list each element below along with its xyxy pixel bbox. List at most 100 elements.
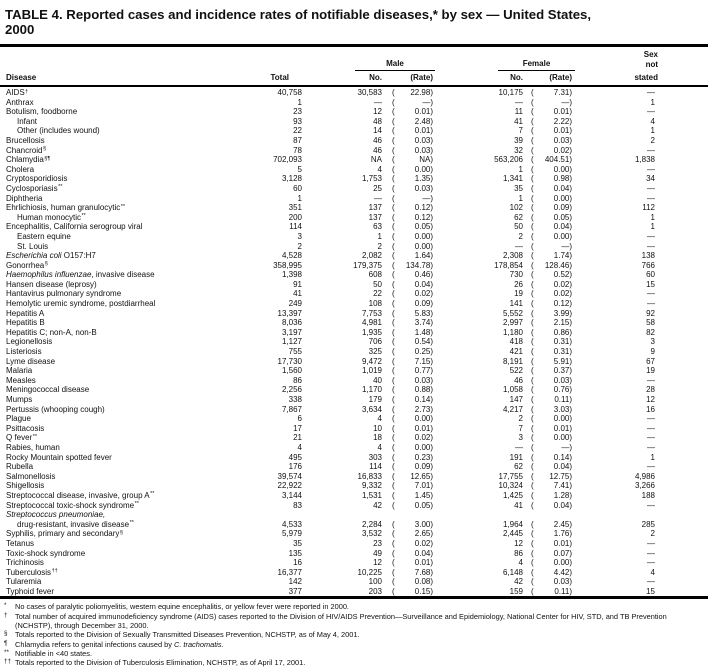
sex-not-stated-cell: 4	[650, 567, 655, 577]
total-cell: 83	[293, 500, 302, 510]
table-row: Legionellosis 1,127 706 (0.54) 418 (0.31) 3	[0, 337, 708, 347]
female-no-cell: 563,206	[494, 155, 523, 165]
footnote-marker: **	[120, 203, 126, 210]
male-rate-cell: (1.48)	[392, 327, 433, 337]
disease-cell: Botulism, foodborne	[6, 107, 78, 117]
male-no-cell: 49	[373, 548, 382, 558]
total-cell: 702,093	[273, 155, 302, 165]
total-cell: 2	[297, 241, 302, 251]
total-cell: 16	[293, 558, 302, 568]
disease-cell: Hansen disease (leprosy)	[6, 279, 97, 289]
sex-not-stated-cell: 766	[641, 260, 655, 270]
sex-not-stated-cell: —	[647, 193, 655, 203]
disease-cell: Lyme disease	[6, 356, 56, 366]
sex-not-stated-cell: 1	[650, 126, 655, 136]
sex-not-stated-cell: 1	[650, 97, 655, 107]
female-no-cell: 1	[518, 164, 523, 174]
female-rate-cell	[523, 510, 572, 520]
female-no-cell: 8,191	[502, 356, 523, 366]
female-rate-cell: (0.98)	[531, 174, 572, 184]
disease-cell: Cryptosporidiosis	[6, 174, 68, 184]
table-row: Measles 86 40 (0.03) 46 (0.03) —	[0, 376, 708, 386]
total-cell: 41	[293, 289, 302, 299]
table-row: Diphtheria 1 — (—) 1 (0.00) —	[0, 194, 708, 204]
female-no-cell: 11	[514, 107, 523, 117]
female-no-cell: —	[515, 97, 523, 107]
sex-not-stated-cell: —	[647, 107, 655, 117]
total-cell: 495	[288, 452, 302, 462]
sex-not-stated-cell: 15	[646, 279, 655, 289]
table-row: Encephalitis, California serogroup viral…	[0, 222, 708, 232]
female-rate-cell: (—)	[531, 442, 572, 452]
female-rate-cell: (—)	[531, 241, 572, 251]
female-rate-cell: (1.28)	[531, 490, 572, 500]
footnote-marker: §	[42, 146, 47, 153]
female-no-cell: 141	[509, 299, 523, 309]
table-row: Tularemia 142 100 (0.08) 42 (0.03) —	[0, 577, 708, 587]
female-rate-cell: (0.01)	[531, 126, 572, 136]
female-no-cell: 42	[514, 577, 523, 587]
female-rate-cell: (0.02)	[531, 145, 572, 155]
sex-not-stated-cell: 60	[646, 270, 655, 280]
disease-cell: Hantavirus pulmonary syndrome	[6, 289, 122, 299]
male-rate-cell: (0.03)	[392, 135, 433, 145]
sex-not-stated-cell: 82	[646, 327, 655, 337]
female-no-cell: 522	[509, 366, 523, 376]
female-no-cell: 191	[509, 452, 523, 462]
footnote-marker: §¶	[44, 155, 51, 162]
male-no-cell: 63	[373, 222, 382, 232]
table-header: Sex Male Female not Disease Total No. (R…	[0, 47, 708, 85]
total-cell: 78	[293, 145, 302, 155]
sex-not-stated-cell: 3,266	[634, 481, 655, 491]
disease-cell: Hepatitis A	[6, 308, 45, 318]
female-rate-cell: (0.12)	[531, 299, 572, 309]
female-rate-cell: (5.91)	[531, 356, 572, 366]
disease-cell: Typhoid fever	[6, 586, 55, 596]
sex-not-stated-cell: —	[647, 145, 655, 155]
male-no-cell: 114	[369, 462, 382, 472]
male-rate-cell: (7.15)	[392, 356, 433, 366]
table-row: Typhoid fever 377 203 (0.15) 159 (0.11) 15	[0, 587, 708, 597]
footnote-text: Total number of acquired immunodeficienc…	[15, 611, 667, 631]
disease-cell: Ehrlichiosis, human granulocytic**	[6, 203, 126, 213]
table-row: Streptococcal toxic-shock syndrome** 83 42…	[0, 501, 708, 511]
female-rate-cell: (0.52)	[531, 270, 572, 280]
disease-cell: Mumps	[6, 395, 33, 404]
col-header-female-no: No.	[510, 72, 523, 82]
footnote-text: No cases of paralytic poliomyelitis, wes…	[15, 602, 349, 612]
table-body: AIDS† 40,758 30,583(22.98) 10,175(7.31) — Ant…	[0, 87, 708, 596]
male-rate-cell: (—)	[392, 97, 433, 107]
male-no-cell: 7,753	[361, 308, 382, 318]
total-cell: 22	[293, 126, 302, 136]
footnote-symbol: ††	[4, 658, 12, 666]
table-row: Hepatitis C; non-A, non-B 3,197 1,935 (1.48…	[0, 328, 708, 338]
female-rate-cell: (0.04)	[531, 222, 572, 232]
male-no-cell: 25	[373, 183, 382, 193]
female-rate-cell: (0.05)	[531, 212, 572, 222]
male-rate-cell: (0.23)	[392, 452, 433, 462]
total-cell: 176	[288, 462, 302, 472]
female-no-cell: 62	[514, 462, 523, 472]
sex-not-stated-cell: —	[647, 241, 655, 251]
table-row: Haemophilus influenzae, invasive disease…	[0, 270, 708, 280]
total-cell: 755	[288, 347, 302, 357]
sex-not-stated-cell: 15	[646, 586, 655, 596]
male-rate-cell: (0.12)	[392, 203, 433, 213]
female-rate-cell: (—)	[531, 97, 572, 107]
footnote: § Totals reported to the Division of Sexu…	[4, 630, 704, 639]
male-no-cell: 179,375	[353, 260, 382, 270]
disease-cell: Legionellosis	[6, 337, 53, 347]
female-no-cell: 6,148	[502, 567, 523, 577]
male-no-cell: 100	[368, 577, 382, 587]
total-cell: 35	[293, 538, 302, 548]
total-cell: 1,560	[281, 366, 302, 376]
table-row: Gonorrhea§ 358,995 179,375 (134.78) 178,854 (…	[0, 261, 708, 271]
col-header-female-rate: (Rate)	[549, 72, 572, 82]
header-rule	[0, 84, 708, 87]
table-row: St. Louis 2 2 (0.00) — (—) —	[0, 242, 708, 252]
male-rate-cell: (0.08)	[392, 577, 433, 587]
female-rate-cell: (3.03)	[531, 404, 572, 414]
male-no-cell: 1,753	[361, 174, 382, 184]
sex-not-stated-cell: —	[647, 375, 655, 385]
male-rate-cell: (5.83)	[392, 308, 433, 318]
